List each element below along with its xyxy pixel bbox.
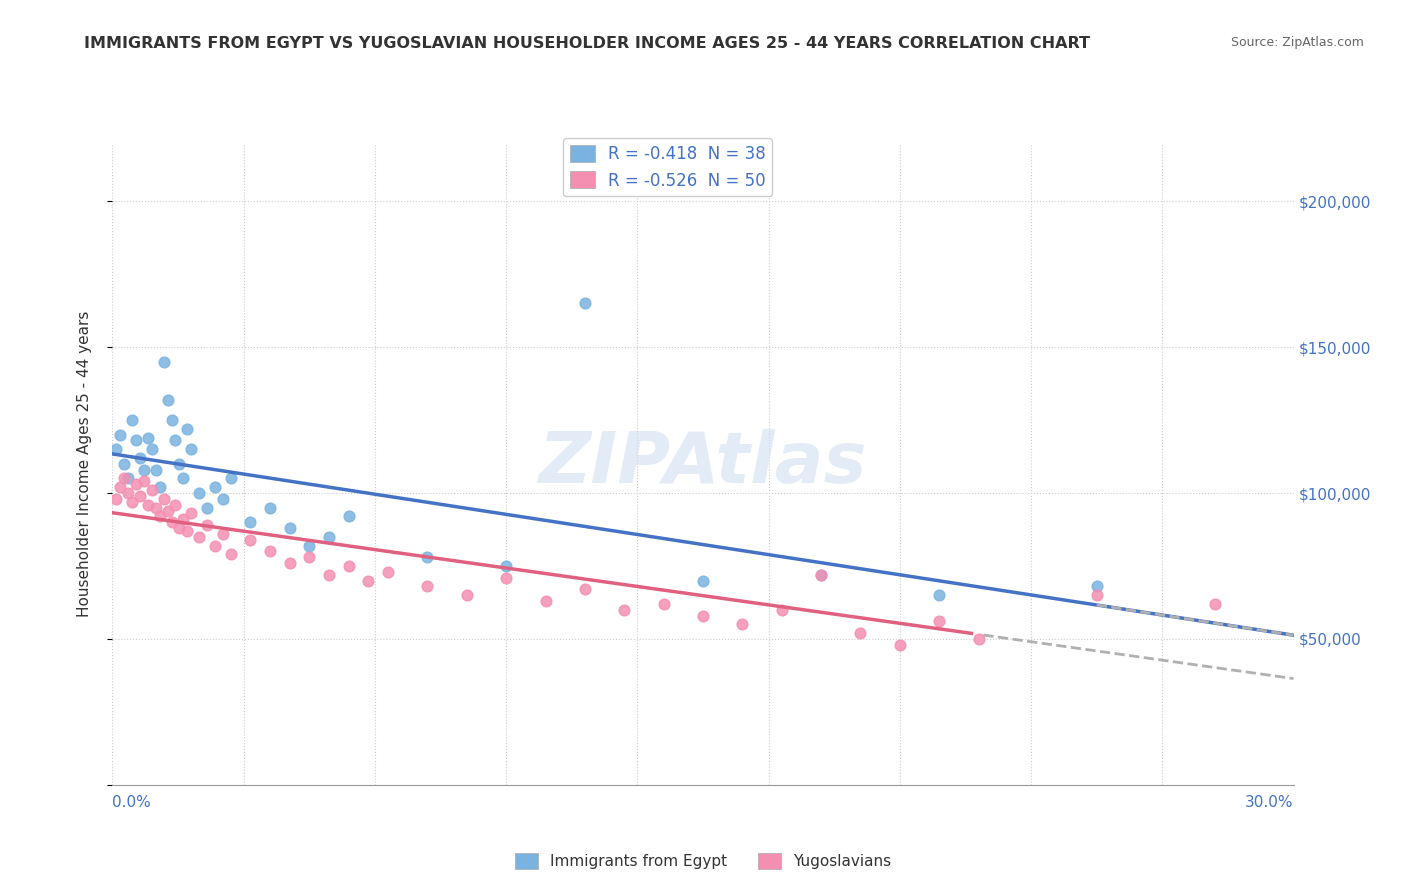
Point bbox=[165, 498, 187, 512]
Legend: Immigrants from Egypt, Yugoslavians: Immigrants from Egypt, Yugoslavians bbox=[509, 847, 897, 875]
Point bbox=[298, 539, 321, 553]
Point bbox=[121, 495, 143, 509]
Point bbox=[145, 500, 167, 515]
Point bbox=[129, 450, 152, 465]
Point bbox=[357, 574, 380, 588]
Point bbox=[160, 515, 183, 529]
Point bbox=[195, 500, 218, 515]
Point bbox=[1204, 597, 1226, 611]
Point bbox=[219, 471, 242, 485]
Point bbox=[112, 471, 135, 485]
Point bbox=[152, 491, 174, 506]
Point bbox=[211, 527, 233, 541]
Point bbox=[176, 422, 198, 436]
Point bbox=[377, 565, 399, 579]
Text: IMMIGRANTS FROM EGYPT VS YUGOSLAVIAN HOUSEHOLDER INCOME AGES 25 - 44 YEARS CORRE: IMMIGRANTS FROM EGYPT VS YUGOSLAVIAN HOU… bbox=[84, 36, 1091, 51]
Point bbox=[692, 574, 714, 588]
Point bbox=[156, 392, 179, 407]
Text: ZIPAtlas: ZIPAtlas bbox=[538, 429, 868, 499]
Point bbox=[136, 431, 159, 445]
Point bbox=[180, 442, 202, 457]
Point bbox=[692, 608, 714, 623]
Point bbox=[278, 556, 301, 570]
Point bbox=[132, 475, 155, 489]
Point bbox=[165, 434, 187, 448]
Point bbox=[117, 486, 139, 500]
Point bbox=[849, 626, 872, 640]
Point bbox=[495, 571, 517, 585]
Point bbox=[259, 500, 281, 515]
Point bbox=[195, 518, 218, 533]
Point bbox=[149, 480, 172, 494]
Point bbox=[169, 457, 191, 471]
Point bbox=[1085, 579, 1108, 593]
Point bbox=[204, 480, 226, 494]
Point bbox=[129, 489, 152, 503]
Y-axis label: Householder Income Ages 25 - 44 years: Householder Income Ages 25 - 44 years bbox=[77, 310, 91, 617]
Point bbox=[337, 559, 360, 574]
Point bbox=[239, 515, 262, 529]
Point bbox=[239, 533, 262, 547]
Point bbox=[188, 486, 211, 500]
Point bbox=[110, 427, 132, 442]
Point bbox=[136, 498, 159, 512]
Point bbox=[416, 550, 439, 565]
Point bbox=[810, 567, 832, 582]
Point bbox=[770, 603, 793, 617]
Point bbox=[141, 442, 163, 457]
Point bbox=[416, 579, 439, 593]
Point bbox=[180, 507, 202, 521]
Legend: R = -0.418  N = 38, R = -0.526  N = 50: R = -0.418 N = 38, R = -0.526 N = 50 bbox=[562, 138, 772, 196]
Point bbox=[172, 471, 194, 485]
Point bbox=[889, 638, 911, 652]
Point bbox=[110, 480, 132, 494]
Point bbox=[574, 296, 596, 310]
Point bbox=[928, 588, 950, 602]
Point bbox=[125, 477, 148, 491]
Point bbox=[318, 530, 340, 544]
Point bbox=[132, 463, 155, 477]
Text: Source: ZipAtlas.com: Source: ZipAtlas.com bbox=[1230, 36, 1364, 49]
Point bbox=[967, 632, 990, 646]
Point bbox=[574, 582, 596, 597]
Point bbox=[298, 550, 321, 565]
Point bbox=[145, 463, 167, 477]
Point bbox=[652, 597, 675, 611]
Point bbox=[219, 547, 242, 561]
Point bbox=[172, 512, 194, 526]
Point bbox=[456, 588, 478, 602]
Point bbox=[318, 567, 340, 582]
Point bbox=[731, 617, 754, 632]
Point bbox=[141, 483, 163, 497]
Point bbox=[810, 567, 832, 582]
Point bbox=[204, 539, 226, 553]
Point bbox=[152, 354, 174, 368]
Point bbox=[117, 471, 139, 485]
Point bbox=[1085, 588, 1108, 602]
Point bbox=[613, 603, 636, 617]
Point bbox=[176, 524, 198, 538]
Point bbox=[121, 413, 143, 427]
Point bbox=[211, 491, 233, 506]
Point bbox=[125, 434, 148, 448]
Point bbox=[495, 559, 517, 574]
Point bbox=[112, 457, 135, 471]
Point bbox=[534, 594, 557, 608]
Point bbox=[169, 521, 191, 535]
Point bbox=[160, 413, 183, 427]
Point bbox=[259, 544, 281, 558]
Point bbox=[105, 442, 128, 457]
Point bbox=[337, 509, 360, 524]
Point bbox=[188, 530, 211, 544]
Text: 0.0%: 0.0% bbox=[112, 796, 152, 810]
Point bbox=[928, 615, 950, 629]
Point bbox=[105, 491, 128, 506]
Point bbox=[149, 509, 172, 524]
Point bbox=[278, 521, 301, 535]
Text: 30.0%: 30.0% bbox=[1246, 796, 1294, 810]
Point bbox=[156, 503, 179, 517]
